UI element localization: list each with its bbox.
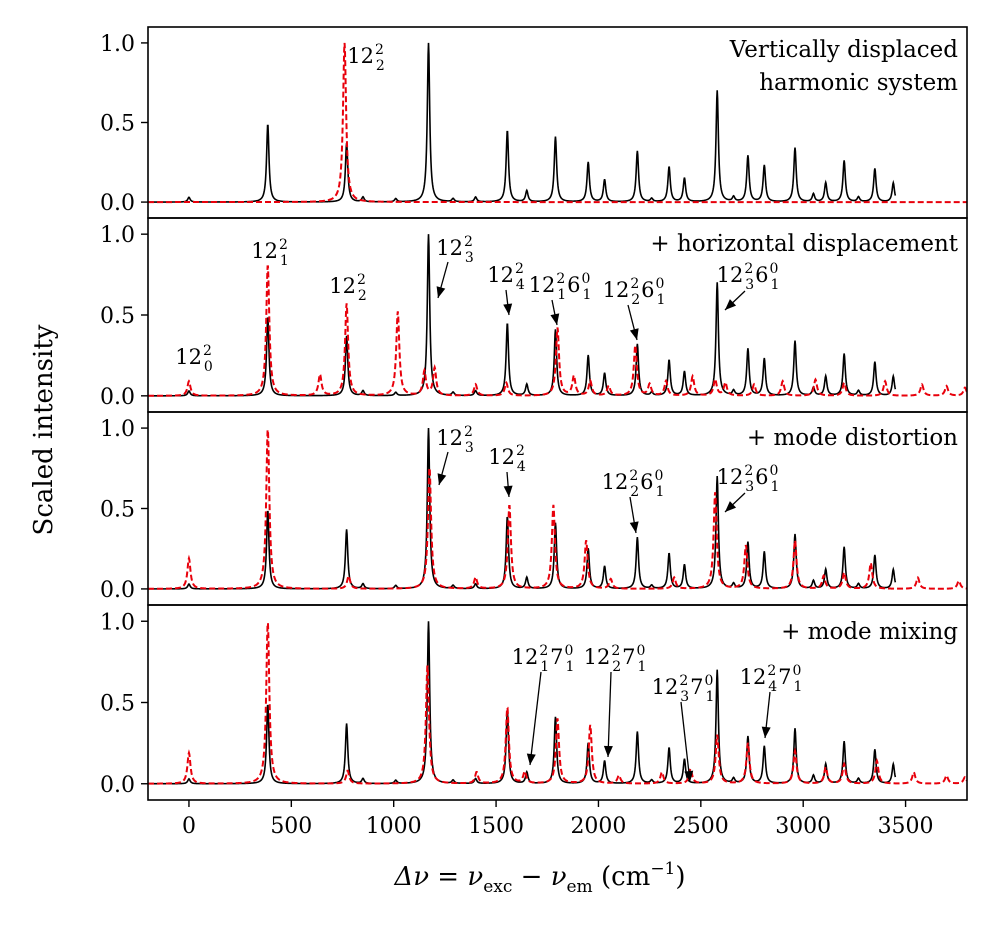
annotation-arrowhead <box>550 313 560 325</box>
peak-annotation: 122 0 <box>175 343 213 375</box>
reference-spectrum-line <box>148 428 897 590</box>
panel-label: Vertically displaced <box>729 37 958 63</box>
y-tick-label: 1.0 <box>100 223 135 248</box>
annotation-arrowhead <box>761 726 771 738</box>
peak-annotation: 122 170 1 <box>512 643 575 675</box>
x-tick-label: 2000 <box>570 814 626 839</box>
annotation-arrowhead <box>629 521 639 533</box>
peak-annotation: 122 260 1 <box>602 468 665 500</box>
annotation-arrowhead <box>603 745 613 757</box>
axes-layer: 0.0 0.5 1.0 0.0 0.5 1.0 0.0 0.5 1.0 0.0 0.5 1.0 0 500… <box>100 26 968 839</box>
reference-spectrum-line <box>148 234 897 397</box>
y-tick-label: 0.0 <box>100 578 135 603</box>
peak-annotation: 122 260 1 <box>603 276 666 308</box>
annotation-arrowhead <box>629 328 639 340</box>
panel-1: Vertically displaced harmonic system 122 2 <box>148 37 967 204</box>
peak-annotation: 122 370 1 <box>652 673 715 705</box>
x-axis-title: Δν = νexc − νem (cm−1) <box>393 859 685 897</box>
annotation-arrowhead <box>436 286 446 298</box>
annotation-arrow <box>607 671 612 758</box>
peak-annotation: 122 160 1 <box>529 271 592 303</box>
x-tick-label: 1000 <box>366 814 422 839</box>
y-tick-label: 0.0 <box>100 773 135 798</box>
panel-label: + mode distortion <box>747 425 958 451</box>
y-tick-label: 0.5 <box>100 692 135 717</box>
panel-label: harmonic system <box>759 70 958 96</box>
peak-annotation: 122 1 <box>251 237 289 269</box>
peak-annotation: 122 360 1 <box>717 463 780 495</box>
peak-annotation: 122 2 <box>347 42 385 74</box>
model-spectrum-line <box>148 428 967 590</box>
x-tick-label: 3000 <box>775 814 831 839</box>
y-tick-label: 1.0 <box>100 32 135 57</box>
annotation-arrowhead <box>725 299 737 310</box>
x-tick-label: 0 <box>182 814 196 839</box>
y-tick-label: 0.5 <box>100 304 135 329</box>
reference-spectrum-line <box>148 42 897 203</box>
panel-2: + horizontal displacement 122 0 122 1 122 2 122… <box>148 231 967 397</box>
peak-annotation: 122 3 <box>436 234 474 266</box>
y-tick-label: 0.5 <box>100 498 135 523</box>
x-tick-label: 2500 <box>673 814 729 839</box>
y-tick-label: 1.0 <box>100 610 135 635</box>
peak-annotation: 122 4 <box>487 261 525 293</box>
y-axis-title: Scaled intensity <box>29 324 59 535</box>
y-tick-label: 0.5 <box>100 112 135 137</box>
annotation-arrowhead <box>725 501 737 512</box>
annotation-arrowhead <box>526 753 536 765</box>
annotation-arrowhead <box>503 303 513 315</box>
annotation-arrowhead <box>437 473 447 485</box>
annotation-arrow <box>680 701 691 783</box>
peak-annotation: 122 270 1 <box>584 643 647 675</box>
reference-spectrum-line <box>148 621 897 785</box>
model-spectrum-line <box>148 265 967 397</box>
peak-annotation: 122 2 <box>329 272 367 304</box>
y-tick-label: 0.0 <box>100 385 135 410</box>
x-tick-label: 500 <box>270 814 312 839</box>
y-tick-label: 0.0 <box>100 191 135 216</box>
peak-annotation: 122 3 <box>436 424 474 456</box>
panel-3: + mode distortion 122 3 122 4 122 260 1 122 360 1 <box>148 424 967 590</box>
annotation-arrowhead <box>503 485 513 497</box>
peak-annotation: 122 360 1 <box>717 261 780 293</box>
model-spectrum-line <box>148 622 967 785</box>
peak-annotation: 122 470 1 <box>740 663 803 695</box>
x-tick-label: 1500 <box>468 814 524 839</box>
peak-annotation: 122 4 <box>488 443 526 475</box>
panel-label: + mode mixing <box>781 619 958 645</box>
model-spectrum-line <box>148 42 967 204</box>
y-tick-label: 1.0 <box>100 417 135 442</box>
panel-label: + horizontal displacement <box>650 231 958 257</box>
annotation-arrow <box>529 671 542 766</box>
annotation-arrowhead <box>684 770 694 782</box>
x-tick-label: 3500 <box>878 814 934 839</box>
